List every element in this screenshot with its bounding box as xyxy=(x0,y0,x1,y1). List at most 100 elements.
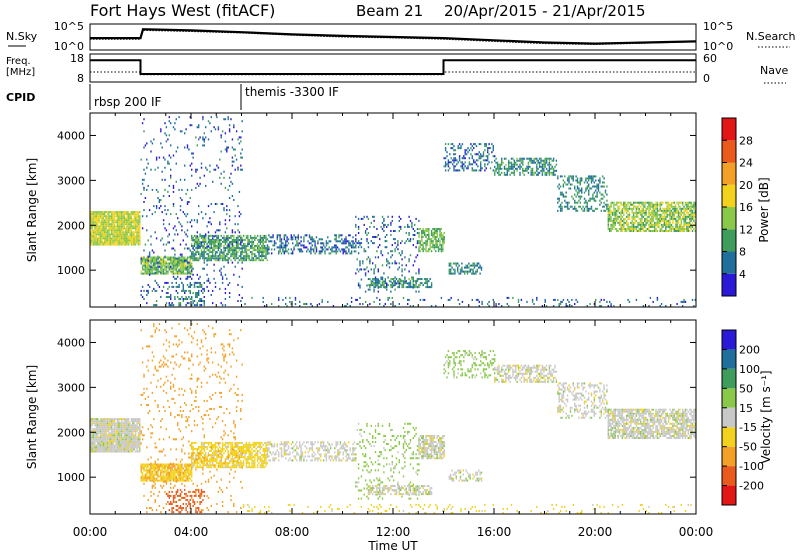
scatter-cell xyxy=(630,201,632,204)
scatter-cell xyxy=(256,243,259,246)
scatter-cell xyxy=(90,442,92,445)
scatter-cell xyxy=(192,253,194,256)
scatter-cell xyxy=(381,280,384,283)
scatter-cell xyxy=(139,243,141,246)
scatter-cell xyxy=(455,264,457,267)
scatter-cell xyxy=(660,303,663,306)
scatter-cell xyxy=(238,255,241,258)
scatter-cell xyxy=(108,233,110,236)
scatter-cell xyxy=(320,250,322,253)
scatter-cell xyxy=(381,221,384,224)
scatter-cell xyxy=(227,243,229,246)
scatter-cell xyxy=(359,303,361,306)
scatter-cell xyxy=(590,177,593,180)
scatter-cell xyxy=(517,159,520,162)
scatter-cell xyxy=(485,155,487,158)
scatter-cell xyxy=(212,253,214,256)
scatter-cell xyxy=(341,238,343,241)
scatter-cell xyxy=(102,223,104,226)
scatter-cell xyxy=(174,264,176,267)
scatter-cell xyxy=(101,225,103,228)
scatter-cell xyxy=(322,248,325,251)
scatter-cell xyxy=(216,239,218,242)
scatter-cell xyxy=(219,223,221,226)
scatter-cell xyxy=(687,223,689,226)
scatter-cell xyxy=(665,305,667,308)
scatter-cell xyxy=(457,161,459,164)
scatter-cell xyxy=(651,211,653,214)
scatter-cell xyxy=(689,230,691,233)
scatter-cell xyxy=(376,284,378,287)
scatter-cell xyxy=(92,422,95,425)
scatter-cell xyxy=(115,450,117,453)
scatter-cell xyxy=(162,260,165,263)
scatter-cell xyxy=(265,239,267,242)
scatter-cell xyxy=(214,239,217,242)
scatter-cell xyxy=(191,283,193,286)
scatter-cell xyxy=(653,225,656,228)
scatter-cell xyxy=(126,239,128,242)
scatter-cell xyxy=(278,252,280,255)
scatter-cell xyxy=(101,450,103,453)
scatter-cell xyxy=(433,244,436,247)
scatter-cell xyxy=(174,256,176,259)
scatter-cell xyxy=(153,138,155,141)
scatter-cell xyxy=(557,298,559,301)
scatter-cell xyxy=(334,238,336,241)
scatter-cell xyxy=(115,239,117,242)
scatter-cell xyxy=(99,434,102,437)
scatter-cell xyxy=(177,272,179,275)
scatter-cell xyxy=(182,298,184,301)
scatter-cell xyxy=(429,242,431,245)
scatter-cell xyxy=(147,255,149,258)
scatter-cell xyxy=(335,234,337,237)
scatter-cell xyxy=(398,282,400,285)
scatter-cell xyxy=(501,171,503,174)
scatter-cell xyxy=(623,207,625,210)
scatter-cell xyxy=(679,211,681,214)
scatter-cell xyxy=(355,234,357,237)
scatter-cell xyxy=(181,266,183,269)
scatter-cell xyxy=(658,203,660,206)
scatter-cell xyxy=(230,241,232,244)
scatter-cell xyxy=(228,197,231,200)
scatter-cell xyxy=(233,253,235,256)
scatter-cell xyxy=(416,254,419,257)
scatter-cell xyxy=(205,257,207,260)
scatter-cell xyxy=(370,221,372,224)
scatter-cell xyxy=(509,167,511,170)
scatter-cell xyxy=(191,269,193,272)
scatter-region-14 xyxy=(241,296,696,308)
scatter-cell xyxy=(182,239,184,242)
scatter-cell xyxy=(123,424,126,427)
scatter-cell xyxy=(104,231,106,234)
scatter-cell xyxy=(469,268,471,271)
scatter-cell xyxy=(99,426,102,429)
scatter-cell xyxy=(111,438,113,441)
scatter-cell xyxy=(202,251,204,254)
scatter-cell xyxy=(188,261,190,264)
scatter-cell xyxy=(476,270,478,273)
scatter-cell xyxy=(637,211,639,214)
scatter-cell xyxy=(92,219,95,222)
scatter-cell xyxy=(387,296,389,299)
scatter-cell xyxy=(557,197,559,200)
scatter-cell xyxy=(226,234,228,237)
scatter-cell xyxy=(123,219,126,222)
scatter-cell xyxy=(377,282,379,285)
date-range: 20/Apr/2015 - 21/Apr/2015 xyxy=(444,2,646,20)
scatter-cell xyxy=(185,215,187,218)
scatter-cell xyxy=(595,195,597,198)
scatter-cell xyxy=(442,234,444,237)
scatter-cell xyxy=(435,232,437,235)
scatter-cell xyxy=(348,234,350,237)
scatter-cell xyxy=(422,232,424,235)
scatter-cell xyxy=(581,189,583,192)
scatter-cell xyxy=(566,203,569,206)
scatter-cell xyxy=(122,432,124,435)
scatter-cell xyxy=(609,230,611,233)
scatter-cell xyxy=(108,444,110,447)
scatter-cell xyxy=(317,242,319,245)
scatter-cell xyxy=(127,217,130,220)
scatter-cell xyxy=(231,160,234,163)
